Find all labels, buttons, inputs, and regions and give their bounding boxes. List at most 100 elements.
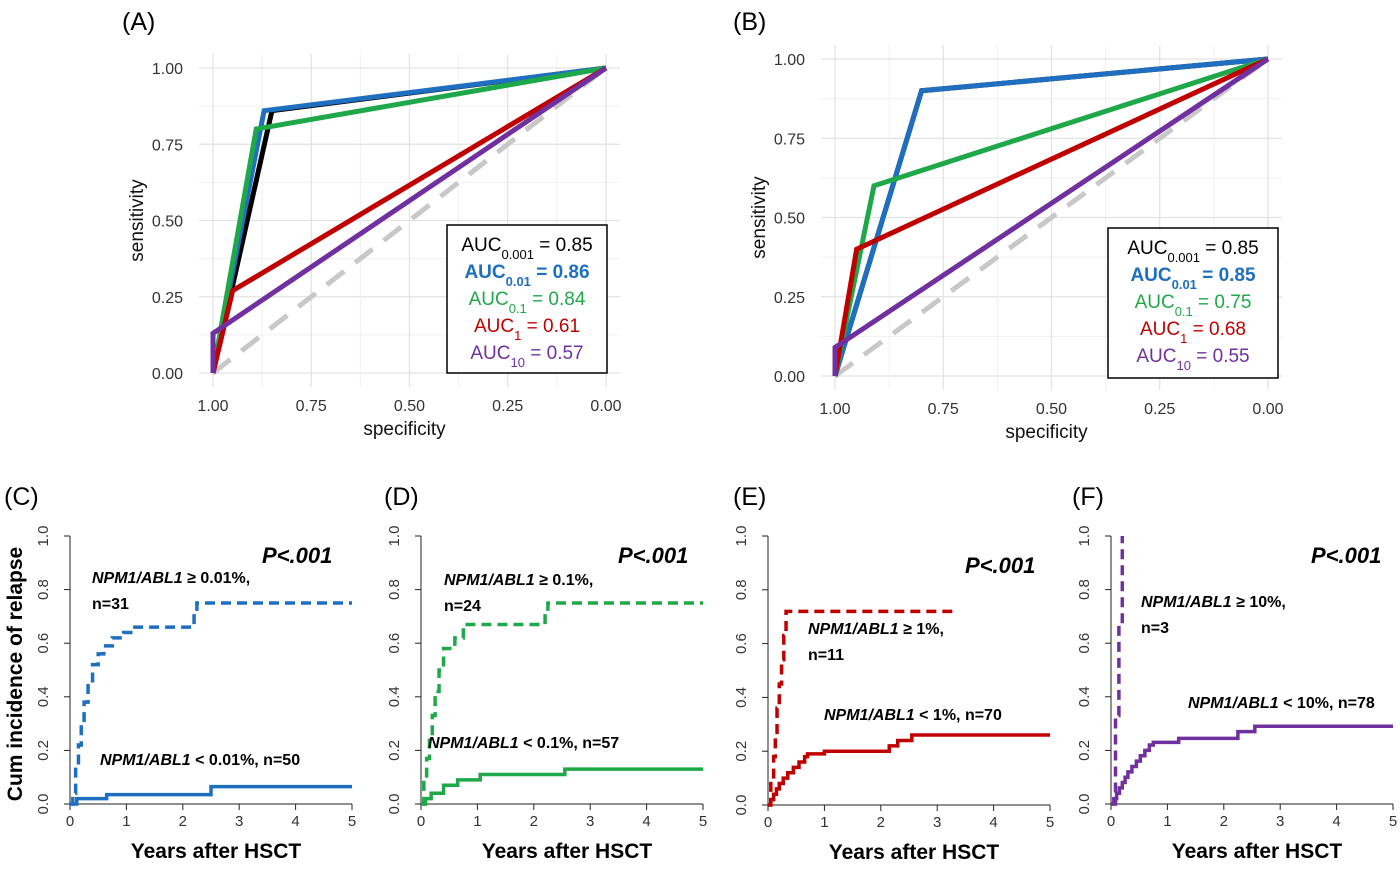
reference-diagonal: [833, 56, 1270, 379]
y-tick-label: 0.4: [386, 686, 403, 707]
p-value: P<.001: [1311, 543, 1381, 568]
y-tick-label: 0.00: [152, 366, 183, 383]
series-label-line2: n=3: [1141, 620, 1169, 637]
panel-label: (F): [1072, 483, 1104, 511]
x-tick-label: 5: [348, 813, 356, 830]
y-tick-label: 1.0: [35, 526, 52, 547]
legend-entry: AUC0.01 = 0.85: [1130, 265, 1256, 292]
roc-curve-AUC0_1: [210, 65, 607, 374]
y-tick-label: 0.6: [733, 633, 750, 654]
x-axis-title: specificity: [363, 419, 446, 440]
legend-entry: AUC10 = 0.55: [1136, 346, 1249, 373]
y-tick-label: 0.8: [386, 579, 403, 600]
x-tick-label: 1: [1163, 813, 1171, 830]
legend-entry: AUC10 = 0.57: [470, 343, 583, 370]
series-label: NPM1/ABL1 < 1%, n=70: [824, 707, 1002, 724]
series-label: NPM1/ABL1 ≥ 10%,: [1141, 594, 1286, 611]
x-axis-title: Years after HSCT: [482, 840, 653, 863]
roc-panel-A: (A) 1.00 0.75 0.50 0.25 0.00 0.00 0.25 0.50 0.75 1…: [122, 8, 622, 440]
x-tick-label: 4: [1332, 813, 1340, 830]
x-tick-label: 0: [66, 813, 74, 830]
x-tick-label: 1: [820, 814, 828, 831]
y-tick-label: 0.00: [774, 369, 805, 386]
x-tick-label: 3: [933, 814, 941, 831]
legend-entry: AUC1 = 0.68: [1140, 319, 1246, 346]
x-tick-label: 0.00: [590, 398, 621, 415]
x-tick-label: 3: [1276, 813, 1284, 830]
p-value: P<.001: [965, 553, 1035, 578]
high-group-curve: [421, 601, 703, 806]
y-tick-label: 0.2: [733, 741, 750, 762]
series-label: NPM1/ABL1 ≥ 1%,: [808, 621, 944, 638]
y-tick-label: 0.75: [774, 131, 805, 148]
x-tick-label: 0: [1107, 813, 1115, 830]
legend-box: [1107, 227, 1279, 379]
low-group-curve: [421, 767, 703, 806]
legend-entry: AUC0.1 = 0.75: [1135, 292, 1252, 319]
high-group-curve: [1111, 536, 1125, 806]
panel-label: (C): [4, 483, 39, 511]
roc-curve-AUC0_01: [832, 56, 1269, 377]
panel-label: (E): [733, 483, 766, 511]
x-tick-label: 0.25: [1144, 401, 1175, 418]
x-tick-label: 2: [530, 813, 538, 830]
y-tick-label: 1.0: [386, 526, 403, 547]
y-tick-label: 0.4: [733, 687, 750, 708]
panel-label: (B): [733, 8, 766, 36]
x-tick-label: 2: [877, 814, 885, 831]
y-tick-label: 0.6: [35, 633, 52, 654]
y-tick-label: 1.0: [1076, 526, 1093, 547]
x-tick-label: 1: [122, 813, 130, 830]
p-value: P<.001: [262, 543, 332, 568]
x-tick-label: 5: [1046, 814, 1054, 831]
x-tick-label: 0.00: [1252, 401, 1283, 418]
p-value: P<.001: [618, 543, 688, 568]
x-tick-label: 0.50: [394, 398, 425, 415]
x-tick-label: 1: [473, 813, 481, 830]
y-tick-label: 0.8: [733, 579, 750, 600]
y-tick-label: 1.0: [733, 526, 750, 547]
low-group-curve: [70, 784, 352, 806]
x-axis-title: Years after HSCT: [131, 840, 302, 863]
series-label: NPM1/ABL1 < 0.1%, n=57: [428, 735, 619, 752]
y-axis-title: sensitivity: [127, 179, 148, 262]
x-tick-label: 0.25: [492, 398, 523, 415]
series-label: NPM1/ABL1 ≥ 0.01%,: [92, 570, 250, 587]
low-group-curve: [1111, 724, 1393, 806]
low-group-curve: [768, 733, 1050, 807]
y-axis-title: sensitivity: [749, 176, 770, 259]
x-tick-label: 5: [699, 813, 707, 830]
y-tick-label: 0.2: [1076, 740, 1093, 761]
series-label: NPM1/ABL1 ≥ 0.1%,: [444, 572, 593, 589]
panel-label: (A): [122, 8, 155, 36]
y-tick-label: 0.8: [1076, 579, 1093, 600]
y-tick-label: 0.6: [386, 633, 403, 654]
series-label: NPM1/ABL1 < 10%, n=78: [1188, 695, 1375, 712]
x-tick-label: 4: [989, 814, 997, 831]
series-label: NPM1/ABL1 < 0.01%, n=50: [100, 752, 300, 769]
y-tick-label: 0.75: [152, 137, 183, 154]
series-label-line2: n=31: [92, 596, 129, 613]
x-axis-title: specificity: [1005, 422, 1088, 443]
x-tick-label: 4: [291, 813, 299, 830]
x-tick-label: 0.75: [928, 401, 959, 418]
y-axis-title: Cum incidence of relapse: [4, 547, 27, 801]
y-tick-label: 1.00: [774, 52, 805, 69]
x-tick-label: 4: [642, 813, 650, 830]
y-tick-label: 0.4: [35, 686, 52, 707]
roc-panel-B: (B) 1.00 0.75 0.50 0.25 0.00 0.00 0.25 0.50 0.75 1…: [733, 8, 1284, 443]
roc-curve-AUC1: [210, 65, 608, 374]
legend-entry: AUC0.001 = 0.85: [1127, 238, 1258, 265]
y-tick-label: 0.25: [774, 290, 805, 307]
ci-panel-D: (D) 0 1 2 3 4 5 0.0 0.2 0.4 0.6 0.8 1.0 Years after H…: [384, 483, 707, 863]
panel-label: (D): [384, 483, 419, 511]
x-tick-label: 0.75: [296, 398, 327, 415]
y-tick-label: 1.00: [152, 61, 183, 78]
high-group-curve: [70, 601, 352, 806]
roc-curve-AUC10: [832, 56, 1270, 376]
y-tick-label: 0.2: [35, 740, 52, 761]
reference-diagonal: [211, 66, 608, 375]
y-tick-label: 0.25: [152, 290, 183, 307]
